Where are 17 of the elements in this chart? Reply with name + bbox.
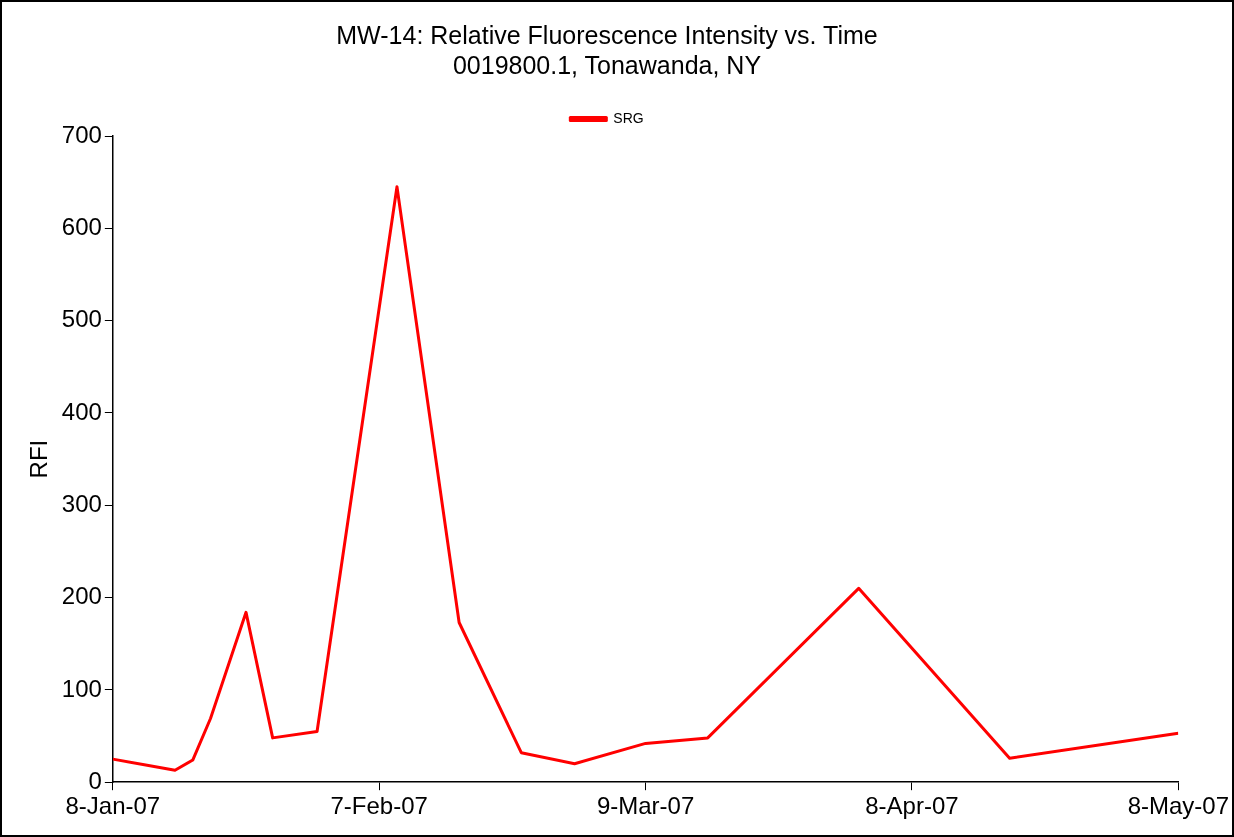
y-tick-label: 700 <box>61 120 102 148</box>
y-axis-title: RFI <box>25 439 53 479</box>
x-tick-label: 8-Apr-07 <box>865 792 959 820</box>
y-tick-label: 400 <box>61 397 102 425</box>
x-tick-label: 8-May-07 <box>1127 792 1229 820</box>
legend-label: SRG <box>613 109 644 126</box>
y-tick-label: 100 <box>61 674 102 702</box>
x-tick-label: 9-Mar-07 <box>596 792 695 820</box>
y-tick-label: 0 <box>88 766 102 794</box>
x-tick-label: 8-Jan-07 <box>65 792 161 820</box>
y-tick-label: 200 <box>61 582 102 610</box>
y-tick-label: 300 <box>61 489 102 517</box>
y-tick-label: 500 <box>61 305 102 333</box>
chart-subtitle: 0019800.1, Tonawanda, NY <box>452 50 762 79</box>
x-tick-label: 7-Feb-07 <box>330 792 428 820</box>
y-tick-label: 600 <box>61 212 102 240</box>
chart-title: MW-14: Relative Fluorescence Intensity vs. Time <box>336 20 878 49</box>
